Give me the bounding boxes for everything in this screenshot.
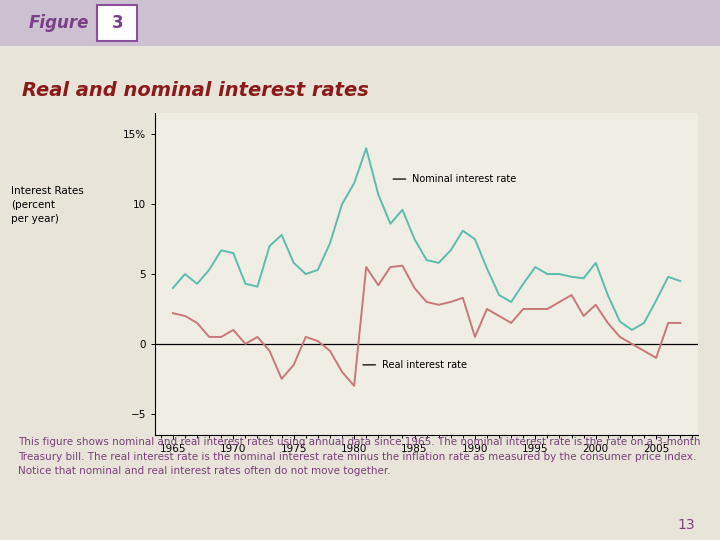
Text: 3: 3	[112, 14, 123, 32]
Text: 13: 13	[678, 518, 695, 532]
Text: Real and nominal interest rates: Real and nominal interest rates	[22, 80, 369, 99]
Text: Nominal interest rate: Nominal interest rate	[412, 174, 516, 184]
Text: This figure shows nominal and real interest rates using annual data since 1965. : This figure shows nominal and real inter…	[18, 437, 701, 476]
Text: Real interest rate: Real interest rate	[382, 360, 467, 370]
Text: Interest Rates
(percent
per year): Interest Rates (percent per year)	[11, 186, 84, 224]
Text: Figure: Figure	[29, 14, 89, 32]
FancyBboxPatch shape	[97, 5, 137, 42]
